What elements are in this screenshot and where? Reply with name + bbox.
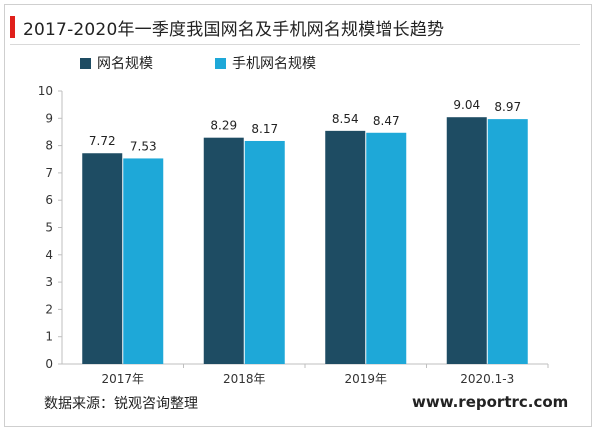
bar-series1 [487, 119, 528, 364]
data-label-series1: 8.97 [494, 100, 521, 114]
bar-series0 [203, 137, 244, 364]
title-divider [10, 44, 580, 45]
chart-title: 2017-2020年一季度我国网名及手机网名规模增长趋势 [23, 19, 445, 40]
y-tick-label: 3 [45, 275, 53, 289]
data-label-series0: 7.72 [89, 134, 116, 148]
x-category-label: 2017年 [101, 372, 144, 386]
data-label-series1: 8.47 [373, 114, 400, 128]
data-label-series1: 7.53 [130, 139, 157, 153]
y-tick-label: 2 [45, 302, 53, 316]
legend-label-series1: 手机网名规模 [232, 56, 316, 72]
website-label: www.reportrc.com [412, 393, 569, 411]
bar-series0 [446, 117, 487, 364]
bar-series0 [82, 153, 123, 364]
y-tick-label: 8 [45, 139, 53, 153]
y-tick-label: 4 [45, 248, 53, 262]
bar-series1 [366, 132, 407, 364]
y-tick-label: 9 [45, 111, 53, 125]
x-category-label: 2019年 [344, 372, 387, 386]
data-label-series1: 8.17 [251, 122, 278, 136]
data-label-series0: 8.54 [332, 112, 359, 126]
y-tick-label: 7 [45, 166, 53, 180]
data-label-series0: 8.29 [210, 119, 237, 133]
y-tick-label: 6 [45, 193, 53, 207]
y-tick-label: 10 [38, 84, 53, 98]
bar-series0 [325, 130, 366, 364]
bar-series1 [244, 140, 285, 364]
legend-swatch-series0 [80, 57, 91, 69]
y-tick-label: 1 [45, 330, 53, 344]
title-bar: 2017-2020年一季度我国网名及手机网名规模增长趋势 [10, 15, 445, 40]
bar-series1 [123, 158, 164, 364]
y-tick-label: 5 [45, 221, 53, 235]
source-note: 数据来源：锐观咨询整理 [44, 396, 198, 412]
x-category-label: 2020.1-3 [460, 372, 514, 386]
y-tick-label: 0 [45, 357, 53, 371]
data-label-series0: 9.04 [453, 98, 480, 112]
legend-item-series1: 手机网名规模 [215, 53, 316, 73]
legend-item-series0: 网名规模 [80, 53, 153, 73]
legend: 网名规模 手机网名规模 [80, 53, 378, 73]
legend-swatch-series1 [215, 57, 226, 69]
x-category-label: 2018年 [223, 372, 266, 386]
title-accent-bar [10, 16, 15, 38]
legend-label-series0: 网名规模 [97, 56, 153, 72]
